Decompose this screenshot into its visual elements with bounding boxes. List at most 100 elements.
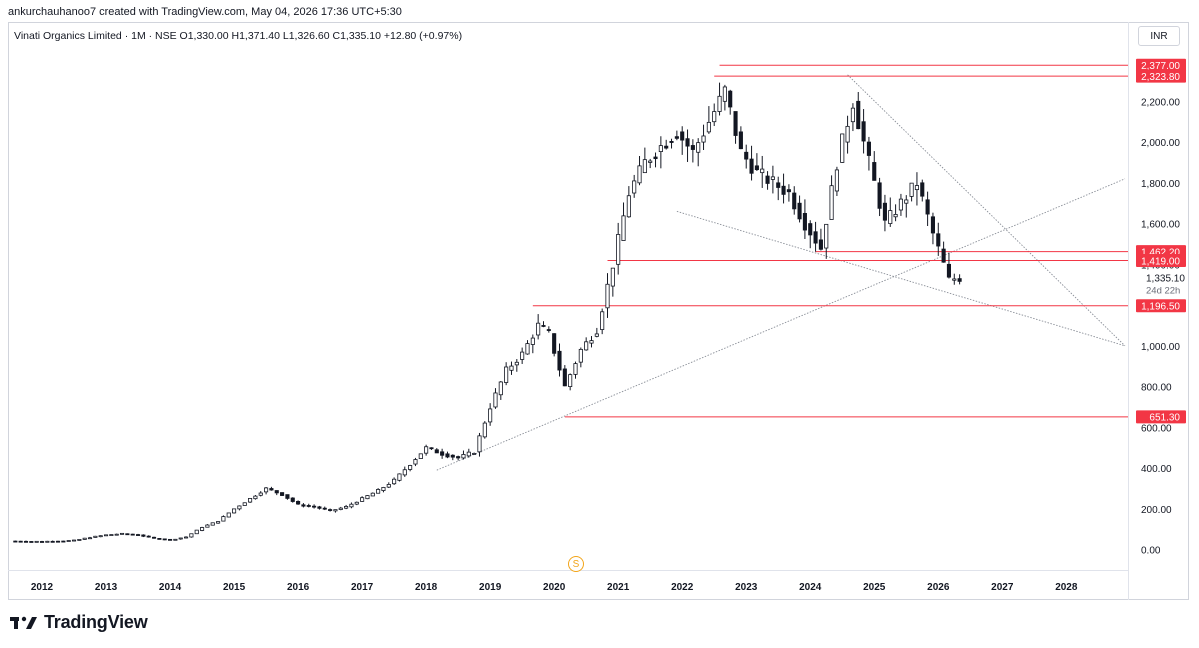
candle-body [18, 540, 23, 543]
candle [461, 450, 466, 460]
candle [920, 179, 925, 202]
y-tick-label: 400.00 [1141, 464, 1172, 475]
candle [167, 538, 173, 541]
candle [87, 536, 93, 540]
candle [456, 455, 461, 461]
candle [658, 136, 663, 169]
candle-body [482, 422, 487, 438]
candle-body [866, 141, 871, 156]
candle-body [402, 469, 407, 476]
candle-body [418, 453, 423, 460]
candle [237, 505, 242, 511]
candle [701, 124, 706, 151]
candle [119, 532, 125, 535]
candle-body [749, 158, 754, 174]
x-tick-label: 2021 [607, 582, 630, 593]
candle [786, 184, 791, 202]
trendlines [436, 74, 1126, 471]
x-tick-label: 2022 [671, 582, 694, 593]
y-tick-label: 2,200.00 [1141, 97, 1180, 108]
x-tick-label: 2016 [287, 582, 310, 593]
y-tick-label: 1,600.00 [1141, 220, 1180, 231]
candle [818, 228, 823, 251]
candle [749, 145, 754, 181]
x-tick-label: 2015 [223, 582, 246, 593]
candle-body [173, 538, 178, 541]
candle-body [914, 185, 919, 191]
candle-body [909, 182, 914, 197]
candle-body [456, 456, 461, 459]
candle [525, 340, 530, 355]
candle [50, 540, 55, 543]
currency-button[interactable]: INR [1138, 26, 1180, 46]
candle [472, 452, 477, 455]
candle-body [893, 214, 898, 218]
candle [504, 362, 509, 386]
candle-body [776, 182, 781, 188]
candle [552, 333, 557, 357]
candle [616, 222, 621, 275]
candle [898, 193, 903, 216]
candle [637, 155, 642, 186]
candle-body [189, 533, 194, 538]
candle-body [530, 337, 535, 345]
candle [530, 334, 535, 354]
candle [738, 126, 743, 150]
candle [333, 509, 338, 513]
candle [568, 373, 573, 391]
symbol-legend[interactable]: Vinati Organics Limited · 1M · NSE O1,33… [14, 30, 463, 42]
candle-body [685, 138, 690, 147]
last-price-label: 1,335.10 [1146, 274, 1185, 285]
candle [621, 202, 626, 241]
tradingview-logo-icon [10, 616, 37, 629]
time-axis[interactable]: 2012 2013 2014 2015 2016 2017 2018 2019 2020 2021… [31, 582, 1078, 593]
candle-body [765, 175, 770, 184]
candle-body [786, 189, 791, 193]
candle-body [546, 329, 551, 331]
candle [466, 448, 471, 458]
candle-body [621, 215, 626, 241]
candle [280, 492, 285, 496]
candle [808, 220, 813, 249]
candle-body [98, 535, 103, 538]
price-axis[interactable]: 0.00200.00400.00600.00800.001,000.001,20… [1141, 97, 1180, 556]
candle-body [472, 453, 477, 455]
candle [669, 138, 674, 149]
candle [546, 326, 551, 333]
candle-body [712, 111, 717, 123]
candle-body [119, 532, 125, 535]
candle-body [520, 351, 525, 360]
y-tick-label: 200.00 [1141, 505, 1172, 516]
candle-body [386, 484, 391, 488]
candle [626, 186, 631, 218]
candle [103, 534, 109, 537]
candle-body [333, 509, 338, 512]
x-tick-label: 2026 [927, 582, 950, 593]
candle [34, 540, 39, 543]
candle [93, 535, 98, 538]
candle-body [824, 223, 829, 249]
price-axis-divider [1128, 22, 1129, 600]
candle [893, 204, 898, 222]
candle [413, 457, 418, 467]
candle [914, 172, 919, 206]
candle-body [23, 540, 29, 543]
candle [349, 502, 354, 509]
candle-body [802, 212, 807, 231]
candle-body [445, 453, 450, 458]
trendline[interactable] [676, 210, 1126, 347]
candle-body [808, 223, 813, 236]
candle [578, 347, 583, 368]
candle [952, 273, 957, 285]
candle [135, 533, 141, 536]
candle [360, 496, 365, 502]
candle [109, 534, 114, 536]
candle [98, 535, 103, 538]
candle-body [264, 487, 269, 493]
candle-body [162, 538, 167, 541]
candle-body [616, 234, 621, 265]
candle-body [818, 239, 823, 250]
candle-body [66, 540, 71, 542]
split-event-marker[interactable]: S [568, 556, 584, 572]
